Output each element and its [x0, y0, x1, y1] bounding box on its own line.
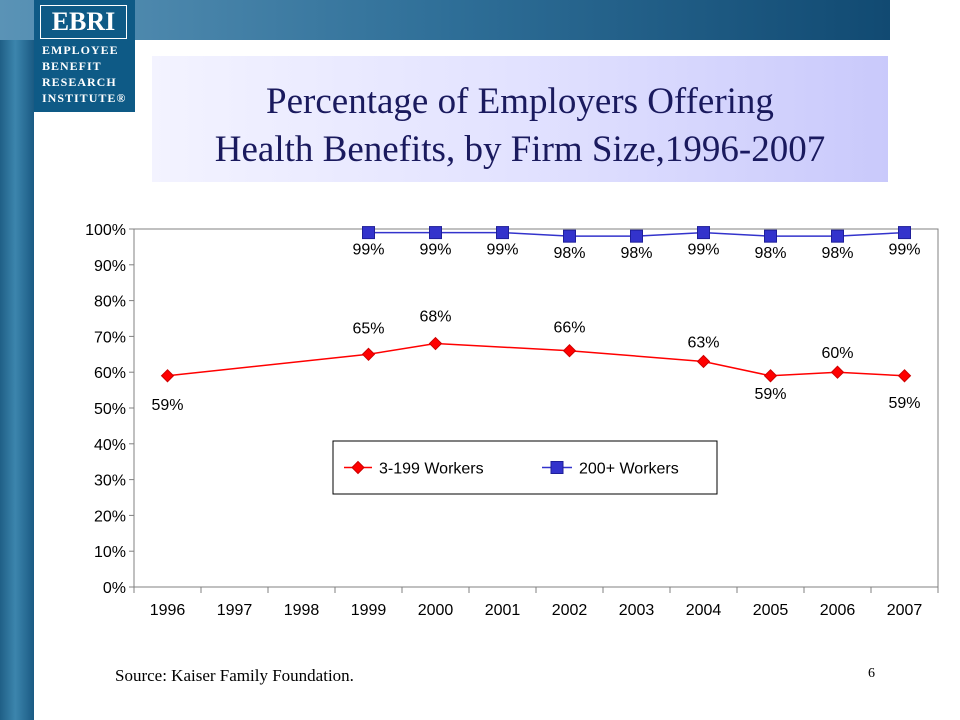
x-tick-label: 2000 [418, 602, 454, 619]
data-point-200-plus-workers-2007 [898, 226, 911, 240]
data-label-3-199-workers-2000: 68% [419, 309, 451, 326]
y-tick-label: 50% [94, 401, 126, 418]
x-tick-label: 1996 [150, 602, 186, 619]
logo-line-institute: INSTITUTE® [42, 91, 127, 105]
data-label-200-plus-workers-2004: 99% [687, 242, 719, 259]
data-label-3-199-workers-2006: 60% [821, 345, 853, 362]
left-decorative-bar [0, 0, 34, 720]
ebri-logo: EBRI EMPLOYEE BENEFIT RESEARCH INSTITUTE… [34, 0, 135, 112]
legend-box [332, 440, 718, 495]
x-tick-label: 2001 [485, 602, 521, 619]
data-point-3-199-workers-1999 [361, 347, 376, 362]
data-point-3-199-workers-2006 [830, 365, 845, 379]
data-label-3-199-workers-2004: 63% [687, 334, 719, 351]
top-decorative-bar [0, 0, 890, 40]
y-tick-label: 40% [94, 437, 126, 454]
data-point-3-199-workers-2002 [562, 344, 577, 358]
y-tick-label: 80% [94, 294, 126, 311]
data-point-200-plus-workers-2006 [831, 229, 844, 243]
x-tick-label: 1999 [351, 602, 387, 619]
series-3-199-workers-line [167, 342, 905, 377]
data-label-3-199-workers-2007: 59% [888, 395, 920, 412]
y-tick-label: 20% [94, 508, 126, 525]
slide-title: Percentage of Employers Offering Health … [158, 78, 882, 174]
data-point-200-plus-workers-2000 [429, 226, 442, 240]
data-point-3-199-workers-2007 [897, 369, 912, 383]
data-label-200-plus-workers-2003: 98% [620, 245, 652, 262]
data-point-200-plus-workers-2001 [496, 226, 509, 240]
data-label-200-plus-workers-2002: 98% [553, 245, 585, 262]
data-point-200-plus-workers-1999 [362, 226, 375, 240]
x-tick-label: 2006 [820, 602, 856, 619]
x-tick-label: 2005 [753, 602, 789, 619]
y-tick-label: 0% [103, 580, 126, 597]
data-point-200-plus-workers-2002 [563, 229, 576, 243]
data-point-3-199-workers-2000 [428, 336, 443, 351]
x-tick-label: 2003 [619, 602, 655, 619]
y-tick-label: 100% [85, 222, 126, 239]
data-point-200-plus-workers-2003 [630, 229, 643, 243]
data-point-3-199-workers-2005 [763, 369, 778, 383]
legend-marker-3-199-workers [351, 460, 365, 475]
x-tick-label: 2007 [887, 602, 923, 619]
legend-marker-200-plus-workers [550, 461, 564, 474]
data-label-3-199-workers-2005: 59% [754, 386, 786, 403]
x-tick-label: 2002 [552, 602, 588, 619]
title-band [152, 56, 888, 182]
data-point-200-plus-workers-2004 [697, 226, 710, 240]
x-tick-label: 1997 [217, 602, 253, 619]
y-tick-label: 90% [94, 258, 126, 275]
page-number: 6 [868, 666, 875, 681]
legend-label-3-199-workers: 3-199 Workers [379, 461, 484, 478]
data-label-200-plus-workers-1999: 99% [352, 242, 384, 259]
logo-line-employee: EMPLOYEE [42, 43, 119, 57]
legend-label-200-plus-workers: 200+ Workers [579, 461, 679, 478]
data-label-200-plus-workers-2005: 98% [754, 245, 786, 262]
y-tick-label: 10% [94, 544, 126, 561]
slide-title-line-2: Health Benefits, by Firm Size,1996-2007 [214, 129, 826, 170]
y-tick-label: 70% [94, 329, 126, 346]
logo-mark: EBRI [40, 5, 127, 39]
plot-area [133, 228, 939, 588]
data-label-3-199-workers-1996: 59% [151, 397, 183, 414]
data-point-200-plus-workers-2005 [764, 229, 777, 243]
logo-line-benefit: BENEFIT [42, 59, 102, 73]
data-label-3-199-workers-2002: 66% [553, 320, 585, 337]
y-tick-label: 60% [94, 365, 126, 382]
logo-line-research: RESEARCH [42, 75, 117, 89]
data-label-200-plus-workers-2006: 98% [821, 245, 853, 262]
data-label-200-plus-workers-2000: 99% [419, 242, 451, 259]
slide-title-line-1: Percentage of Employers Offering [266, 81, 774, 122]
data-label-3-199-workers-1999: 65% [352, 320, 384, 337]
data-label-200-plus-workers-2001: 99% [486, 242, 518, 259]
data-point-3-199-workers-2004 [696, 354, 711, 369]
x-tick-label: 2004 [686, 602, 722, 619]
data-point-3-199-workers-1996 [160, 369, 175, 383]
x-tick-label: 1998 [284, 602, 320, 619]
y-tick-label: 30% [94, 473, 126, 490]
data-label-200-plus-workers-2007: 99% [888, 242, 920, 259]
source-note: Source: Kaiser Family Foundation. [115, 666, 354, 685]
